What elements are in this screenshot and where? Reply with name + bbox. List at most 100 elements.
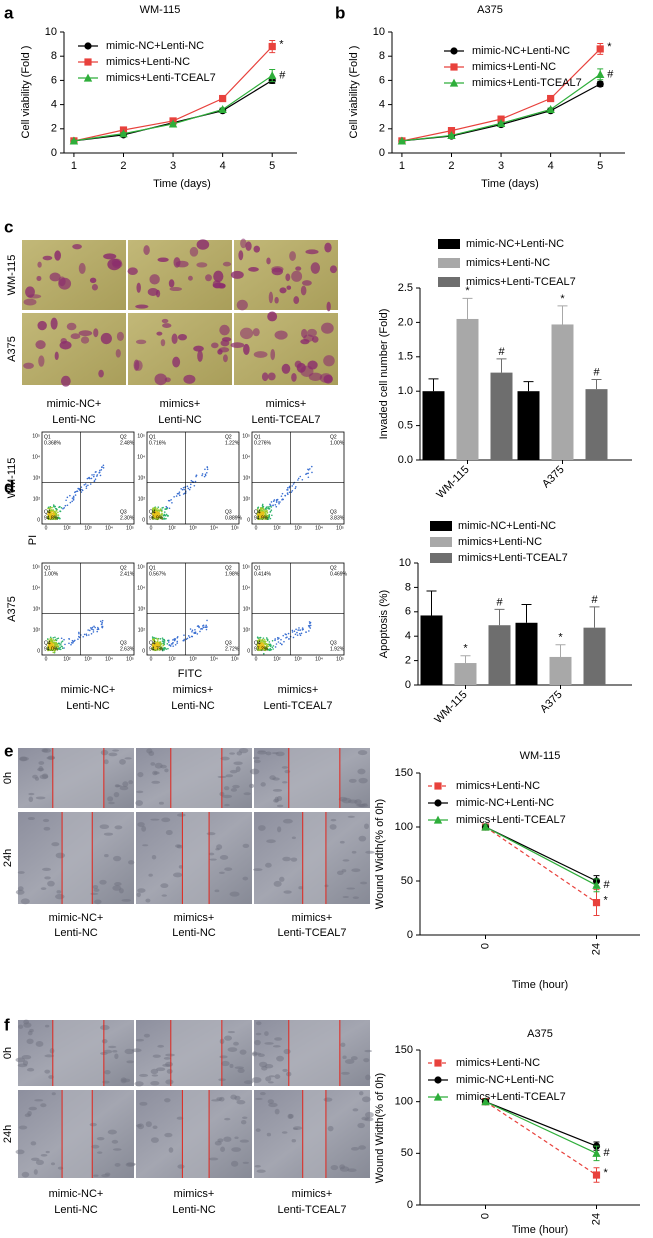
flow-dot	[152, 644, 154, 647]
cell-blob	[93, 328, 99, 338]
cell-texture	[33, 1169, 38, 1175]
flow-dot	[271, 514, 273, 517]
flow-dot	[257, 514, 260, 516]
cell-texture	[287, 1113, 293, 1119]
flow-y-tick: 10³	[33, 606, 41, 612]
flow-dot	[198, 625, 200, 628]
flow-dot	[183, 488, 186, 491]
flow-dot	[152, 516, 154, 518]
cell-texture	[28, 1106, 37, 1111]
flow-dot	[189, 483, 192, 486]
cell-texture	[218, 871, 225, 874]
cell-texture	[15, 1149, 25, 1155]
cell-texture	[99, 824, 110, 830]
flow-dot	[188, 488, 191, 491]
cell-texture	[112, 885, 122, 891]
annotation: #	[607, 68, 614, 80]
legend-swatch	[438, 258, 460, 268]
cell-blob	[136, 282, 141, 293]
flow-dot	[157, 516, 160, 518]
flow-dot	[283, 640, 285, 643]
flow-dot	[297, 479, 299, 481]
x-tick-label: 3	[498, 160, 504, 172]
cell-texture	[273, 880, 282, 887]
flow-y-tick: 10³	[243, 475, 251, 481]
cell-texture	[259, 1092, 266, 1096]
flow-dot	[92, 631, 95, 633]
flow-dot	[95, 471, 97, 473]
flow-x-tick: 10³	[294, 656, 302, 662]
cell-texture	[107, 796, 114, 802]
cell-blob	[37, 261, 42, 268]
cell-blob	[89, 277, 97, 284]
column-label: Lenti-NC	[54, 1204, 97, 1216]
flow-dot	[204, 468, 206, 471]
legend-label: mimic-NC+Lenti-NC	[456, 797, 554, 809]
flow-dot	[72, 498, 75, 501]
column-label: mimic-NC+	[47, 398, 102, 410]
flow-dot	[269, 504, 272, 507]
flow-dot	[157, 644, 159, 647]
y-tick-label: 0	[407, 929, 413, 941]
cell-texture	[165, 1061, 173, 1067]
wound-image	[249, 748, 370, 808]
cell-texture	[18, 1125, 28, 1130]
cell-texture	[93, 1174, 99, 1177]
legend-label: mimic-NC+Lenti-NC	[472, 45, 570, 57]
cell-texture	[229, 752, 236, 755]
cell-texture	[235, 766, 241, 773]
cell-blob	[175, 260, 189, 268]
cell-texture	[44, 1024, 50, 1028]
cell-blob	[301, 328, 308, 339]
cell-texture	[146, 748, 153, 754]
cell-texture	[94, 899, 102, 905]
cell-texture	[327, 1125, 334, 1132]
cell-texture	[265, 862, 272, 868]
cell-texture	[277, 826, 282, 833]
invasion-image	[230, 238, 338, 312]
y-tick-label: 4	[379, 99, 385, 111]
quadrant-percent: 0.469%	[330, 571, 348, 577]
flow-dot	[270, 501, 273, 503]
flow-dot	[60, 643, 62, 645]
annotation: *	[279, 38, 284, 50]
quadrant-percent: 96.9%	[149, 515, 164, 521]
flow-dot	[288, 485, 291, 488]
quadrant-name: Q4	[44, 640, 51, 646]
cell-texture	[233, 761, 243, 765]
y-tick-label: 2	[379, 123, 385, 135]
quadrant-name: Q2	[225, 434, 232, 440]
cell-texture	[255, 1128, 261, 1132]
cell-texture	[131, 1048, 142, 1053]
quadrant-name: Q2	[330, 434, 337, 440]
annotation: #	[604, 879, 611, 891]
flow-dot	[93, 625, 95, 628]
y-tick-label: 4	[405, 630, 411, 642]
flow-dot	[288, 491, 291, 494]
cell-texture	[342, 1055, 347, 1060]
flow-dot	[292, 636, 295, 639]
cell-texture	[236, 751, 243, 756]
cell-blob	[267, 372, 276, 381]
flow-dot	[99, 469, 101, 472]
annotation: *	[604, 895, 609, 907]
cell-texture	[40, 1103, 47, 1108]
flow-dot	[202, 626, 205, 629]
flow-dot	[60, 637, 63, 640]
flow-dot	[157, 511, 160, 514]
flow-dot	[48, 515, 51, 517]
flow-dot	[163, 511, 166, 513]
cell-blob	[213, 270, 224, 283]
cell-texture	[282, 818, 293, 824]
cell-blob	[205, 274, 212, 282]
flow-dot	[60, 506, 63, 509]
error-bar	[555, 644, 566, 657]
x-axis-label: Time (hour)	[512, 979, 568, 991]
flow-dot	[158, 514, 161, 516]
flow-x-tick: 10²	[168, 656, 176, 662]
cell-texture	[92, 884, 99, 890]
cell-texture	[348, 778, 357, 783]
flow-dot	[163, 517, 165, 520]
quadrant-percent: 1.00%	[330, 440, 345, 446]
flow-dot	[96, 628, 99, 631]
